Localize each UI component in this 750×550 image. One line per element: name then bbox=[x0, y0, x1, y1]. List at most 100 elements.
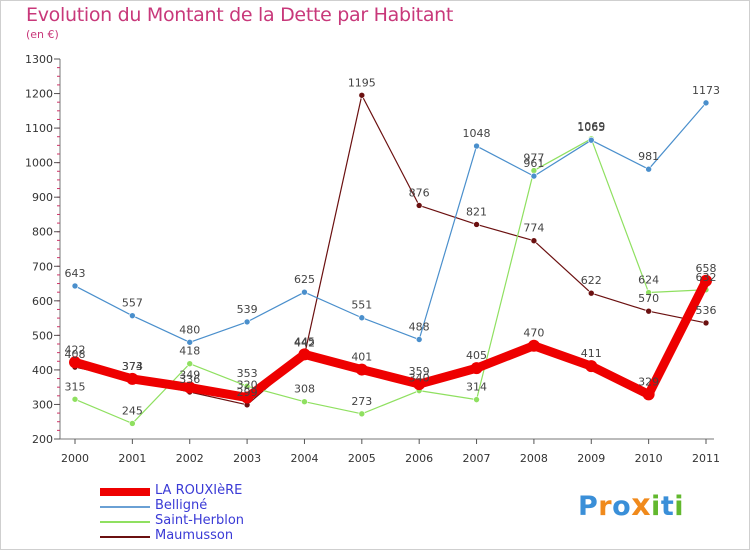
data-point-la-rouxi-re bbox=[642, 388, 655, 401]
data-label-saint-herblon: 314 bbox=[466, 381, 487, 394]
legend-item-la-rouxi-re: LA ROUXIèRE bbox=[100, 483, 360, 498]
data-point-bellign- bbox=[129, 312, 136, 319]
data-point-bellign- bbox=[415, 336, 423, 343]
legend-item-maumusson: Maumusson bbox=[100, 528, 360, 543]
x-tick-label: 2009 bbox=[577, 452, 605, 465]
data-point-la-rouxi-re bbox=[298, 348, 311, 361]
data-label-la-rouxi-re: 359 bbox=[409, 365, 430, 378]
y-tick-label: 1300 bbox=[25, 53, 53, 66]
data-label-bellign-: 1173 bbox=[692, 84, 720, 97]
legend-swatch bbox=[100, 506, 150, 508]
data-point-bellign- bbox=[243, 318, 251, 326]
y-tick-label: 900 bbox=[32, 191, 53, 204]
data-label-la-rouxi-re: 349 bbox=[179, 369, 200, 382]
y-tick-label: 1100 bbox=[25, 122, 53, 135]
data-label-la-rouxi-re: 445 bbox=[294, 335, 315, 348]
chart-title: Evolution du Montant de la Dette par Hab… bbox=[26, 4, 454, 26]
proxiti-logo: Proxiti bbox=[578, 488, 684, 523]
logo-letter: r bbox=[598, 491, 613, 522]
data-label-saint-herblon: 977 bbox=[523, 152, 544, 165]
data-point-maumusson bbox=[645, 307, 652, 315]
x-tick-label: 2008 bbox=[520, 452, 548, 465]
data-point-saint-herblon bbox=[186, 360, 194, 367]
data-label-la-rouxi-re: 658 bbox=[696, 262, 717, 275]
data-label-bellign-: 539 bbox=[237, 303, 258, 316]
data-label-saint-herblon: 340 bbox=[409, 372, 430, 385]
data-label-saint-herblon: 1069 bbox=[577, 120, 605, 133]
data-label-la-rouxi-re: 320 bbox=[237, 379, 258, 392]
y-tick-label: 700 bbox=[32, 260, 53, 273]
series-line-bellign- bbox=[74, 102, 707, 343]
x-tick-label: 2011 bbox=[692, 452, 720, 465]
data-label-saint-herblon: 245 bbox=[122, 404, 143, 417]
data-point-bellign- bbox=[530, 172, 538, 180]
data-label-bellign-: 1065 bbox=[577, 121, 605, 134]
data-point-saint-herblon bbox=[71, 395, 79, 403]
data-point-la-rouxi-re bbox=[470, 362, 483, 375]
data-point-saint-herblon bbox=[243, 382, 251, 390]
data-label-bellign-: 488 bbox=[409, 321, 430, 334]
data-label-bellign-: 557 bbox=[122, 297, 143, 310]
data-label-la-rouxi-re: 411 bbox=[581, 347, 602, 360]
series-line-la-rouxi-re bbox=[70, 276, 711, 403]
legend-swatch bbox=[100, 521, 150, 523]
legend-label: Saint-Herblon bbox=[155, 513, 245, 528]
data-label-saint-herblon: 315 bbox=[65, 380, 86, 393]
data-point-saint-herblon bbox=[358, 410, 366, 418]
series-line-maumusson bbox=[74, 94, 707, 406]
data-point-la-rouxi-re bbox=[413, 378, 426, 391]
data-point-la-rouxi-re bbox=[69, 356, 81, 369]
chart-subtitle: (en €) bbox=[26, 28, 59, 41]
y-tick-label: 1000 bbox=[25, 157, 53, 170]
data-label-maumusson: 876 bbox=[409, 186, 430, 199]
logo-letter: i bbox=[651, 491, 661, 522]
y-tick-label: 500 bbox=[32, 329, 53, 342]
data-label-bellign-: 551 bbox=[351, 299, 372, 312]
data-label-saint-herblon: 353 bbox=[237, 367, 258, 380]
x-tick-label: 2006 bbox=[405, 452, 433, 465]
data-point-bellign- bbox=[186, 338, 194, 346]
data-label-bellign-: 981 bbox=[638, 150, 659, 163]
data-point-saint-herblon bbox=[301, 398, 308, 405]
data-label-maumusson: 622 bbox=[581, 274, 602, 287]
data-point-bellign- bbox=[702, 99, 710, 107]
data-label-bellign-: 1048 bbox=[463, 127, 491, 140]
data-point-saint-herblon bbox=[129, 420, 136, 427]
x-tick-label: 2004 bbox=[290, 452, 318, 465]
data-point-bellign- bbox=[301, 288, 308, 296]
x-tick-label: 2010 bbox=[635, 452, 663, 465]
data-label-maumusson: 442 bbox=[294, 336, 315, 349]
data-labels-layer: 408 373 336 299 442 1195 876 821 774 622 570 536 315… bbox=[65, 76, 721, 417]
data-point-la-rouxi-re bbox=[585, 360, 598, 373]
data-point-bellign- bbox=[71, 282, 79, 290]
series-layer bbox=[69, 91, 712, 427]
data-point-la-rouxi-re bbox=[241, 391, 254, 404]
legend-swatch bbox=[100, 488, 150, 496]
y-tick-label: 800 bbox=[32, 226, 53, 239]
data-label-maumusson: 774 bbox=[523, 222, 544, 235]
x-tick-label: 2002 bbox=[176, 452, 204, 465]
legend-label: Belligné bbox=[155, 498, 208, 513]
data-label-la-rouxi-re: 422 bbox=[65, 343, 86, 356]
data-point-bellign- bbox=[587, 136, 595, 144]
data-label-bellign-: 643 bbox=[65, 267, 86, 280]
data-label-bellign-: 480 bbox=[179, 323, 200, 336]
data-label-saint-herblon: 418 bbox=[179, 345, 200, 358]
legend-swatch bbox=[100, 536, 150, 538]
x-tick-label: 2003 bbox=[233, 452, 261, 465]
data-label-maumusson: 408 bbox=[65, 348, 86, 361]
data-label-la-rouxi-re: 405 bbox=[466, 349, 487, 362]
data-point-maumusson bbox=[358, 91, 366, 99]
data-label-la-rouxi-re: 374 bbox=[122, 360, 143, 373]
data-point-la-rouxi-re bbox=[527, 339, 540, 352]
data-point-saint-herblon bbox=[473, 396, 480, 403]
x-tick-label: 2001 bbox=[118, 452, 146, 465]
data-point-bellign- bbox=[645, 165, 652, 173]
legend-label: Maumusson bbox=[155, 528, 234, 543]
data-label-la-rouxi-re: 329 bbox=[638, 375, 659, 388]
data-point-maumusson bbox=[415, 202, 423, 209]
logo-letter: t bbox=[660, 491, 675, 522]
logo-letter: o bbox=[612, 491, 632, 522]
y-tick-label: 300 bbox=[32, 398, 53, 411]
